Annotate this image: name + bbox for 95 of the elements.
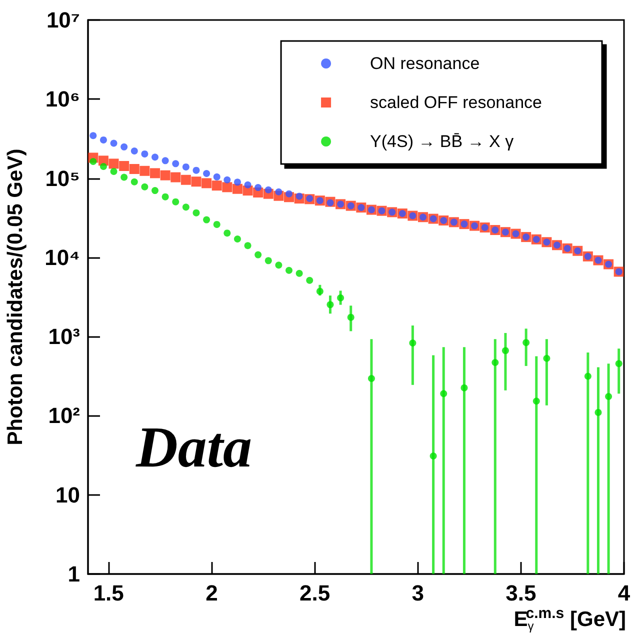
point: [130, 148, 138, 155]
point: [409, 339, 416, 346]
point: [232, 184, 242, 194]
point: [543, 354, 550, 362]
point: [90, 158, 97, 165]
point: [275, 262, 282, 269]
point: [110, 140, 118, 147]
point: [160, 170, 170, 180]
point: [152, 154, 158, 161]
y-tick-label: 10⁵: [45, 166, 80, 191]
point: [120, 143, 128, 150]
y-tick-label: 10: [56, 482, 80, 508]
point: [170, 172, 181, 182]
point: [203, 170, 210, 177]
point: [254, 184, 262, 192]
point: [213, 220, 220, 228]
point: [224, 176, 231, 184]
point: [368, 375, 375, 382]
x-tick-label: 1.5: [93, 580, 124, 606]
point: [162, 193, 169, 200]
point: [150, 168, 160, 178]
point: [119, 160, 130, 171]
point: [244, 181, 252, 188]
legend-label: scaled OFF resonance: [370, 93, 542, 112]
point: [110, 168, 118, 175]
point: [532, 398, 540, 405]
point: [460, 384, 468, 392]
point: [594, 408, 602, 416]
point: [584, 372, 592, 380]
point: [492, 359, 499, 366]
x-tick-label: 3.5: [506, 580, 536, 606]
point: [182, 163, 190, 170]
point: [202, 178, 212, 188]
y-tick-label: 10⁶: [45, 86, 80, 112]
point: [347, 314, 354, 321]
y-tick-label: 1: [68, 562, 80, 586]
point: [286, 190, 292, 198]
point: [605, 392, 612, 400]
y-tick-label: 10⁴: [44, 244, 80, 270]
point: [108, 158, 119, 169]
point: [130, 178, 138, 186]
point: [286, 266, 292, 274]
y-tick-label: 10³: [48, 324, 80, 350]
legend-label: Υ(4S) → BB̄ → X γ: [370, 132, 514, 151]
point: [140, 166, 150, 176]
point: [306, 276, 314, 284]
point: [141, 150, 148, 158]
point: [296, 270, 303, 277]
x-tick-label: 3: [412, 580, 424, 606]
x-tick-label: 4: [618, 580, 631, 606]
point: [337, 294, 344, 302]
point: [100, 162, 107, 170]
point: [192, 209, 200, 216]
point: [316, 288, 324, 295]
point: [129, 164, 140, 174]
y-axis-title: Photon candidates/(0.05 GeV): [4, 148, 27, 446]
point: [615, 360, 622, 368]
point: [440, 390, 448, 398]
point: [191, 176, 202, 187]
point: [296, 192, 303, 200]
point: [182, 204, 190, 211]
x-axis-title: E$_{γ}$$^{c.m.s}$ [GeV]: [514, 604, 626, 634]
point: [120, 174, 128, 181]
point: [502, 347, 509, 354]
point: [100, 136, 107, 144]
point: [234, 178, 241, 186]
point: [430, 452, 437, 460]
point: [141, 183, 148, 190]
point: [172, 198, 180, 206]
point: [254, 251, 262, 258]
point: [244, 242, 252, 250]
point: [326, 199, 334, 206]
point: [326, 301, 334, 308]
point: [264, 257, 272, 264]
annotation: Data: [135, 414, 252, 480]
point: [522, 339, 530, 346]
point: [203, 216, 210, 224]
point: [222, 182, 232, 192]
y-tick-label: 10²: [48, 403, 80, 428]
point: [152, 187, 158, 194]
x-tick-label: 2.5: [299, 580, 330, 606]
point: [234, 235, 241, 242]
legend-label: ON resonance: [370, 54, 480, 73]
point: [90, 132, 97, 140]
point: [162, 157, 169, 164]
point: [213, 173, 220, 180]
x-tick-label: 2: [206, 580, 218, 606]
y-tick-label: 10⁷: [46, 8, 80, 32]
point: [180, 174, 191, 185]
point: [224, 230, 231, 237]
point: [172, 160, 180, 168]
point: [264, 186, 272, 194]
point: [192, 166, 200, 174]
point: [212, 180, 222, 191]
point: [275, 188, 282, 196]
